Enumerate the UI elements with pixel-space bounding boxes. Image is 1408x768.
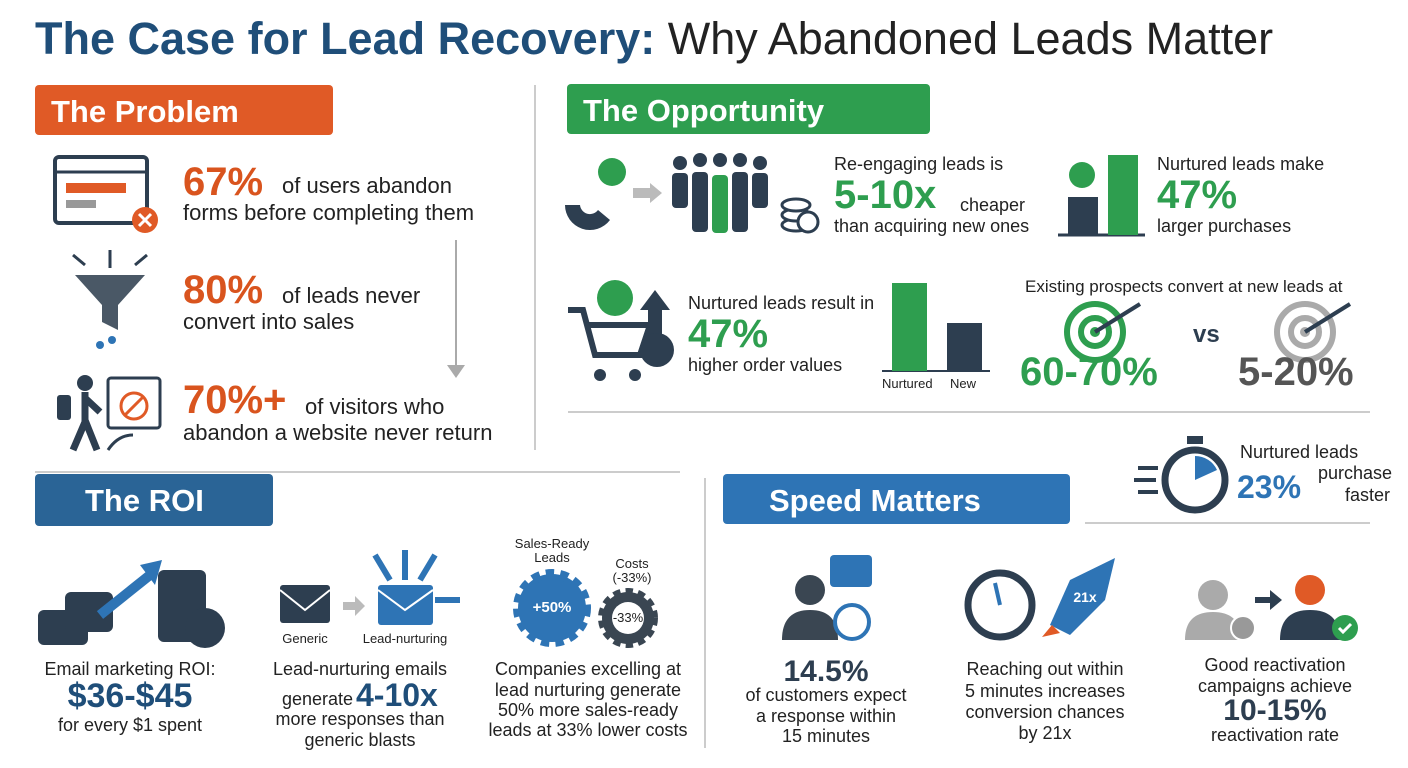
gear-title: Costs (-33%) — [612, 556, 652, 586]
text: a response within — [755, 706, 897, 726]
text: Nurtured leads result in — [688, 293, 875, 313]
stat: 47% — [688, 312, 769, 356]
text: Nurtured leads make — [1157, 154, 1325, 174]
stat: 80% — [183, 268, 264, 312]
text: Companies excelling at — [494, 659, 682, 679]
section-heading: The Opportunity — [567, 84, 930, 134]
text: higher order values — [688, 355, 843, 375]
title: The Case for Lead Recovery: Why Abandone… — [35, 14, 1273, 64]
text: 50% more sales-ready — [497, 700, 679, 720]
text: for every $1 spent — [57, 715, 203, 735]
section-heading: The Problem — [35, 85, 333, 135]
text: conversion chances — [965, 702, 1125, 722]
text: by 21x — [1018, 723, 1072, 743]
text: Reaching out within — [966, 659, 1124, 679]
text: 5 minutes increases — [964, 681, 1126, 701]
text: Email marketing ROI: — [44, 659, 216, 679]
text: generic blasts — [304, 730, 416, 750]
stat: 14.5% — [783, 655, 869, 688]
text: Good reactivation — [1204, 655, 1346, 675]
text: forms before completing them — [183, 200, 475, 225]
text: cheaper — [960, 195, 1026, 215]
stat: 67% — [183, 160, 264, 204]
icon-label: Generic — [282, 631, 328, 646]
bar-label: New — [950, 376, 977, 391]
stat: 60-70% — [1020, 350, 1158, 394]
stat: 10-15% — [1223, 694, 1327, 727]
title-rest: Why Abandoned Leads Matter — [667, 13, 1274, 64]
gear-title: Sales-Ready Leads — [514, 536, 590, 566]
text: more responses than — [275, 709, 445, 729]
text: Existing prospects convert at new leads … — [1025, 277, 1343, 296]
section-heading: Speed Matters — [723, 474, 1070, 524]
stat: 5-10x — [834, 173, 937, 217]
text: vs — [1193, 321, 1220, 348]
text: Lead-nurturing emails — [272, 659, 448, 679]
text: convert into sales — [183, 309, 355, 334]
text: than acquiring new ones — [834, 216, 1030, 236]
text: larger purchases — [1157, 216, 1292, 236]
text: leads at 33% lower costs — [488, 720, 688, 740]
text: of users abandon — [282, 173, 453, 198]
text: lead nurturing generate — [494, 680, 682, 700]
text: reactivation rate — [1210, 725, 1340, 745]
stat: 47% — [1157, 173, 1238, 217]
text: faster — [1345, 485, 1391, 505]
icon-label: Lead-nurturing — [362, 631, 448, 646]
text: Re-engaging leads is — [834, 154, 1004, 174]
bar-label: Nurtured — [882, 376, 933, 391]
gear-label: +50% — [532, 599, 572, 616]
title-emphasis: The Case for Lead Recovery: — [35, 13, 656, 64]
text: generate — [282, 689, 354, 709]
gear-label: -33% — [612, 610, 644, 625]
text: Nurtured leads — [1240, 442, 1359, 462]
text: campaigns achieve — [1197, 676, 1353, 696]
stat: $36-$45 — [67, 677, 193, 715]
rocket-label: 21x — [1073, 589, 1097, 605]
stat: 23% — [1237, 469, 1302, 505]
text: purchase — [1318, 463, 1393, 483]
section-heading: The ROI — [35, 474, 273, 526]
stat: 70%+ — [183, 378, 287, 422]
text: of leads never — [282, 283, 421, 308]
text: abandon a website never return — [183, 420, 493, 445]
text: of customers expect — [745, 685, 907, 705]
text: 15 minutes — [781, 726, 871, 746]
text: of visitors who — [305, 394, 445, 419]
stat: 5-20% — [1238, 350, 1354, 394]
stat: 4-10x — [356, 677, 438, 713]
